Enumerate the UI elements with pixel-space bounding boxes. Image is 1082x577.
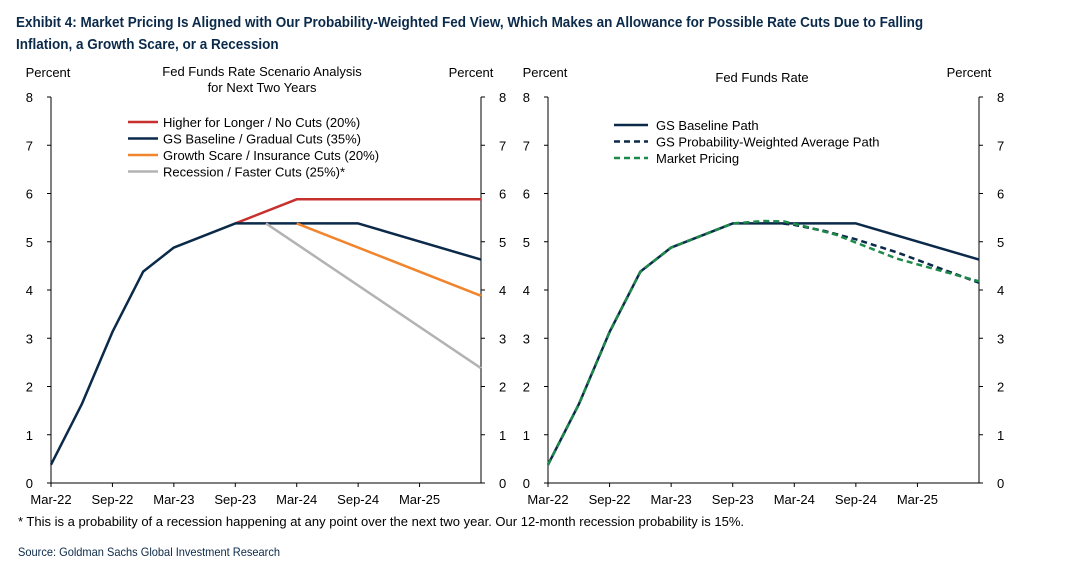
series-line bbox=[234, 198, 481, 225]
y-tick-label-right: 7 bbox=[499, 138, 506, 153]
y-tick-label-left: 3 bbox=[26, 331, 33, 346]
y-axis-label-left: Percent bbox=[523, 65, 568, 80]
x-tick-label: Mar-24 bbox=[276, 492, 317, 507]
y-axis-label-right: Percent bbox=[947, 65, 992, 80]
legend-label: GS Baseline Path bbox=[656, 118, 759, 133]
y-tick-label-left: 2 bbox=[26, 380, 33, 395]
y-tick-label-left: 7 bbox=[523, 138, 530, 153]
y-tick-label-right: 7 bbox=[997, 138, 1004, 153]
series-line bbox=[546, 222, 980, 466]
x-tick-label: Sep-22 bbox=[91, 492, 133, 507]
y-tick-label-left: 6 bbox=[26, 187, 33, 202]
y-tick-label-left: 5 bbox=[26, 235, 33, 250]
chart-title: Fed Funds Rate Scenario Analysis bbox=[162, 64, 362, 79]
y-tick-label-right: 4 bbox=[997, 283, 1004, 298]
y-tick-label-right: 6 bbox=[499, 187, 506, 202]
y-tick-label-right: 0 bbox=[499, 476, 506, 491]
y-tick-label-left: 5 bbox=[523, 235, 530, 250]
series-line bbox=[49, 222, 482, 466]
footnote: * This is a probability of a recession h… bbox=[18, 514, 744, 529]
exhibit-title: Exhibit 4: Market Pricing Is Aligned wit… bbox=[16, 14, 924, 53]
x-tick-label: Sep-24 bbox=[337, 492, 379, 507]
y-tick-label-left: 6 bbox=[523, 187, 530, 202]
y-tick-label-left: 8 bbox=[523, 90, 530, 105]
legend-label: Higher for Longer / No Cuts (20%) bbox=[163, 115, 360, 130]
x-tick-label: Mar-23 bbox=[651, 492, 692, 507]
x-tick-label: Sep-23 bbox=[712, 492, 754, 507]
y-tick-label-right: 6 bbox=[997, 187, 1004, 202]
x-tick-label: Sep-24 bbox=[835, 492, 877, 507]
y-tick-label-right: 1 bbox=[997, 428, 1004, 443]
x-tick-label: Mar-25 bbox=[897, 492, 938, 507]
series-line bbox=[265, 222, 482, 370]
y-tick-label-left: 4 bbox=[523, 283, 530, 298]
y-tick-label-right: 3 bbox=[997, 331, 1004, 346]
y-tick-label-right: 4 bbox=[499, 283, 506, 298]
chart-title: Fed Funds Rate bbox=[715, 70, 808, 85]
y-tick-label-right: 5 bbox=[997, 235, 1004, 250]
y-tick-label-right: 3 bbox=[499, 331, 506, 346]
series-line bbox=[296, 222, 482, 297]
x-tick-label: Mar-22 bbox=[527, 492, 568, 507]
legend-label: GS Baseline / Gradual Cuts (35%) bbox=[163, 132, 361, 147]
legend-label: GS Probability-Weighted Average Path bbox=[656, 135, 880, 150]
y-tick-label-left: 2 bbox=[523, 380, 530, 395]
scenario-chart: 0 0 1 1 2 2 3 3 4 4 5 5 6 6 7 7 8 8 Mar-22 Sep-22 Mar-23 Sep-… bbox=[26, 64, 507, 507]
x-tick-label: Sep-23 bbox=[214, 492, 256, 507]
x-tick-label: Mar-23 bbox=[153, 492, 194, 507]
y-tick-label-right: 8 bbox=[997, 90, 1004, 105]
x-tick-label: Mar-22 bbox=[30, 492, 71, 507]
chart-title: for Next Two Years bbox=[208, 80, 317, 95]
series-line bbox=[546, 219, 980, 466]
y-tick-label-left: 0 bbox=[523, 476, 530, 491]
y-tick-label-right: 2 bbox=[997, 380, 1004, 395]
y-tick-label-left: 1 bbox=[26, 428, 33, 443]
series-line bbox=[546, 221, 980, 466]
y-axis-label-left: Percent bbox=[26, 65, 71, 80]
y-tick-label-left: 3 bbox=[523, 331, 530, 346]
y-tick-label-left: 0 bbox=[26, 476, 33, 491]
y-tick-label-left: 4 bbox=[26, 283, 33, 298]
x-tick-label: Mar-24 bbox=[774, 492, 815, 507]
y-tick-label-left: 1 bbox=[523, 428, 530, 443]
fed-funds-chart: 0 0 1 1 2 2 3 3 4 4 5 5 6 6 7 7 8 8 Mar-22 Sep-22 Mar-23 Sep-… bbox=[523, 65, 1005, 507]
y-axis-label-right: Percent bbox=[449, 65, 494, 80]
y-tick-label-right: 0 bbox=[997, 476, 1004, 491]
y-tick-label-right: 2 bbox=[499, 380, 506, 395]
x-tick-label: Mar-25 bbox=[399, 492, 440, 507]
y-tick-label-left: 7 bbox=[26, 138, 33, 153]
y-tick-label-right: 8 bbox=[499, 90, 506, 105]
source-note: Source: Goldman Sachs Global Investment … bbox=[18, 545, 281, 559]
legend-label: Market Pricing bbox=[656, 151, 739, 166]
y-tick-label-left: 8 bbox=[26, 90, 33, 105]
x-tick-label: Sep-22 bbox=[589, 492, 631, 507]
y-tick-label-right: 5 bbox=[499, 235, 506, 250]
legend-label: Recession / Faster Cuts (25%)* bbox=[163, 165, 345, 180]
y-tick-label-right: 1 bbox=[499, 428, 506, 443]
legend-label: Growth Scare / Insurance Cuts (20%) bbox=[163, 148, 379, 163]
